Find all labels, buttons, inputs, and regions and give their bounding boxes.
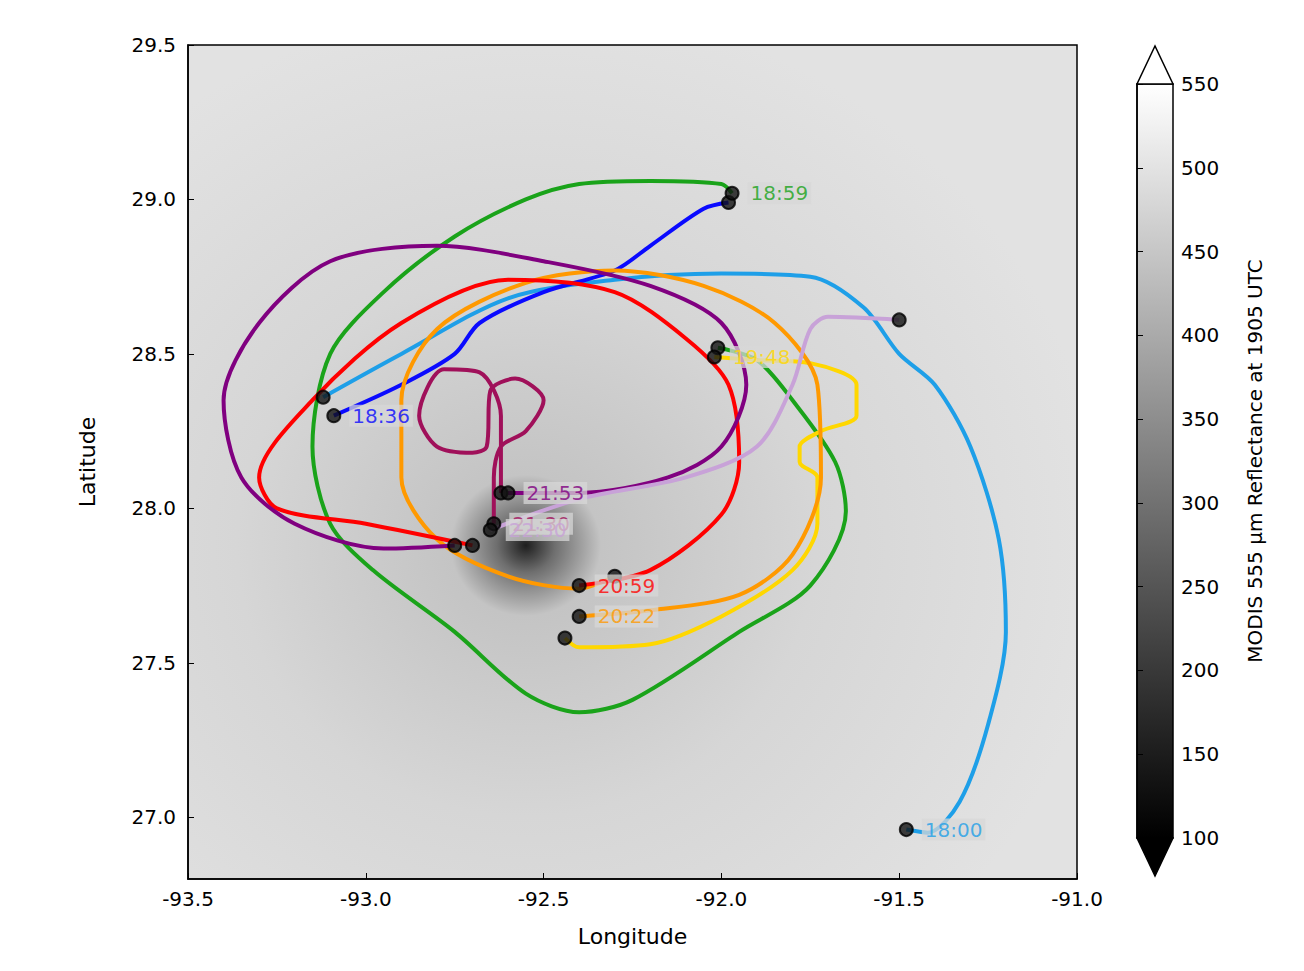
svg-text:-93.0: -93.0 [340,887,392,911]
svg-text:27.5: 27.5 [131,651,176,675]
svg-text:20:22: 20:22 [598,604,656,628]
svg-text:18:59: 18:59 [751,181,809,205]
svg-text:550: 550 [1181,72,1219,96]
svg-text:-91.5: -91.5 [873,887,925,911]
svg-text:Longitude: Longitude [578,924,687,949]
svg-text:-92.0: -92.0 [696,887,748,911]
svg-text:350: 350 [1181,407,1219,431]
svg-text:19:48: 19:48 [733,345,791,369]
svg-text:250: 250 [1181,575,1219,599]
svg-text:18:36: 18:36 [352,404,410,428]
svg-text:18:00: 18:00 [925,818,983,842]
svg-text:400: 400 [1181,323,1219,347]
svg-text:-91.0: -91.0 [1051,887,1103,911]
svg-text:300: 300 [1181,491,1219,515]
svg-text:450: 450 [1181,240,1219,264]
svg-text:28.0: 28.0 [131,496,176,520]
svg-text:200: 200 [1181,658,1219,682]
svg-text:29.5: 29.5 [131,33,176,57]
svg-text:27.0: 27.0 [131,805,176,829]
svg-text:MODIS 555 μm Reflectance at 19: MODIS 555 μm Reflectance at 1905 UTC [1243,259,1267,662]
svg-text:29.0: 29.0 [131,187,176,211]
svg-text:-93.5: -93.5 [162,887,214,911]
svg-text:28.5: 28.5 [131,342,176,366]
svg-text:100: 100 [1181,826,1219,850]
svg-text:150: 150 [1181,742,1219,766]
svg-text:21:53: 21:53 [527,481,585,505]
svg-text:500: 500 [1181,156,1219,180]
svg-text:20:59: 20:59 [598,574,656,598]
svg-text:-92.5: -92.5 [518,887,570,911]
svg-text:Latitude: Latitude [75,417,100,508]
svg-text:22:30: 22:30 [509,518,567,542]
